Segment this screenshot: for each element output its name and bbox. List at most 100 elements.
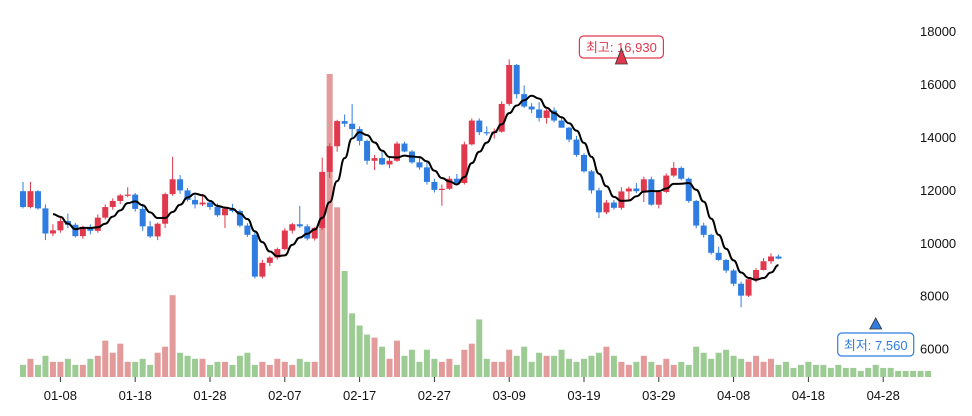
candle <box>124 187 131 198</box>
candle-body <box>20 191 26 208</box>
volume-bar <box>319 219 326 377</box>
volume-bar <box>678 361 685 377</box>
candle-body <box>147 226 154 237</box>
candle-body <box>453 178 460 183</box>
candle-body <box>57 221 64 231</box>
volume-bar <box>296 358 303 377</box>
volume-bar <box>925 370 932 377</box>
x-axis: 01-08 01-18 01-28 02-07 02-17 02-27 03-09 03-19… <box>44 377 900 403</box>
volume-bar <box>214 361 221 377</box>
candle-body <box>768 256 774 262</box>
candle <box>745 277 752 297</box>
volume-bar <box>917 370 924 377</box>
volume-bar <box>775 364 782 377</box>
volume-bar <box>334 207 341 377</box>
volume-bar <box>102 340 109 377</box>
volume-bar <box>476 319 483 377</box>
volume-bar <box>79 364 86 377</box>
volume-bar <box>453 364 460 377</box>
candle-body <box>326 146 333 172</box>
candle-body <box>289 224 296 231</box>
candle-body <box>117 195 124 201</box>
volume-bar <box>551 355 558 377</box>
candle <box>528 103 535 114</box>
x-tick-label: 02-17 <box>343 388 376 403</box>
candle-body <box>566 127 573 140</box>
volume-bar <box>87 358 94 377</box>
volume-bar <box>221 361 228 377</box>
candle <box>521 85 528 108</box>
candle-body <box>678 167 685 179</box>
volume-bar <box>124 361 131 377</box>
volume-bar <box>708 358 715 377</box>
volume-bar <box>64 358 71 377</box>
candle-body <box>304 226 311 239</box>
volume-bar <box>42 355 49 377</box>
volume-bar <box>835 364 842 377</box>
candle <box>738 281 745 308</box>
volume-bar <box>341 270 348 377</box>
candle <box>326 143 333 178</box>
candle <box>296 205 303 228</box>
volume-bar <box>588 355 595 377</box>
volume-bar <box>304 361 311 377</box>
volume-bar <box>468 343 475 377</box>
volume-bar <box>311 361 318 377</box>
volume-bar <box>289 364 296 377</box>
candle-body <box>49 230 56 234</box>
candle <box>192 195 199 209</box>
candle <box>64 213 71 229</box>
x-tick-label: 01-18 <box>119 388 152 403</box>
candle-body <box>595 190 602 213</box>
candle <box>20 181 26 209</box>
candle-body <box>311 227 318 239</box>
candle <box>94 214 101 233</box>
candle-body <box>34 191 41 209</box>
candle <box>102 204 109 220</box>
candle-body <box>543 110 550 118</box>
candle-body <box>708 234 715 253</box>
candle <box>768 253 774 264</box>
candle-body <box>236 211 243 226</box>
volume-bar <box>827 367 834 377</box>
volume-bar <box>72 364 79 377</box>
volume-bar <box>431 358 438 377</box>
candle-body <box>102 207 109 218</box>
candle <box>34 190 41 210</box>
candle <box>117 193 124 205</box>
volume-bar <box>20 364 26 377</box>
candle <box>147 221 154 238</box>
volume-bar <box>872 364 879 377</box>
price-candles <box>20 59 782 308</box>
volume-bar <box>491 361 498 377</box>
candle <box>72 222 79 238</box>
candle <box>184 188 191 202</box>
candle <box>715 246 722 261</box>
volume-bar <box>865 367 872 377</box>
volume-bar <box>581 358 587 377</box>
candle-body <box>618 191 625 208</box>
volume-bar <box>902 370 909 377</box>
volume-bar <box>812 364 819 377</box>
candle-body <box>177 179 184 191</box>
volume-bar <box>438 361 445 377</box>
x-tick-label: 01-28 <box>193 388 226 403</box>
candle <box>610 199 617 210</box>
candle <box>498 101 505 133</box>
volume-bar <box>281 361 288 377</box>
candle <box>57 217 64 233</box>
volume-bar <box>34 364 41 377</box>
volume-bar <box>790 367 797 377</box>
candle-body <box>184 190 191 200</box>
candle <box>670 162 677 178</box>
candle <box>468 118 475 146</box>
candle-body <box>199 202 206 205</box>
volume-bar <box>177 352 184 377</box>
volume-bar <box>132 361 139 377</box>
candle <box>27 181 34 209</box>
candle <box>349 104 356 137</box>
volume-bar <box>760 361 767 377</box>
volume-bar <box>573 361 580 377</box>
low-marker-icon <box>869 317 883 330</box>
candle-body <box>573 139 580 155</box>
